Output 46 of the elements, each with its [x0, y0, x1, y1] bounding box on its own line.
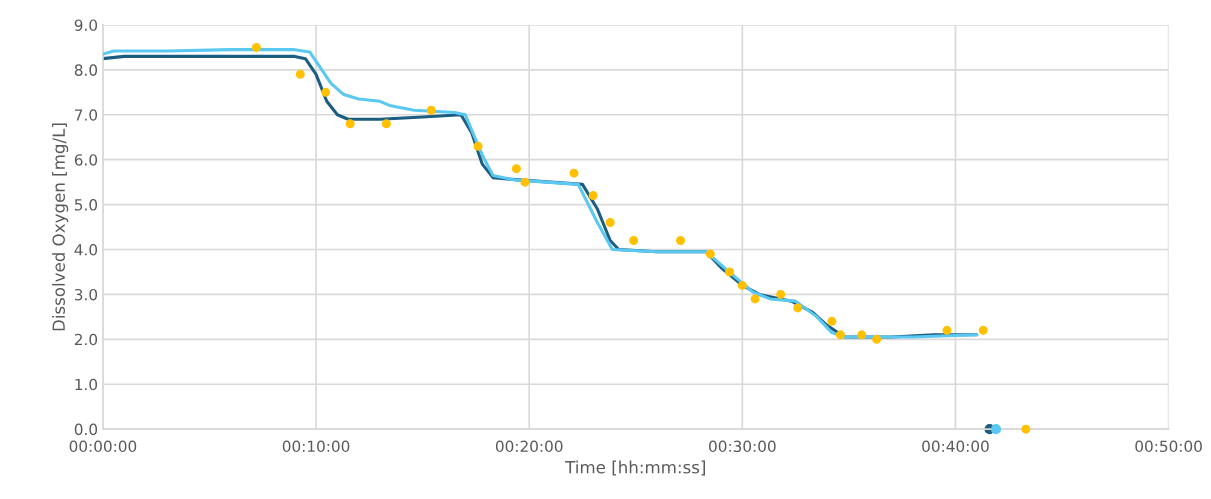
y-tick-label: 0.0	[74, 423, 98, 436]
y-tick-label: 3.0	[74, 288, 98, 301]
point	[793, 303, 803, 313]
x-tick-label: 00:00:00	[69, 440, 137, 453]
point	[725, 267, 735, 277]
point	[569, 168, 579, 178]
point	[295, 69, 305, 79]
y-tick-label: 6.0	[74, 154, 98, 166]
y-axis-title: Dissolved Oxygen [mg/L]	[52, 123, 69, 331]
point	[588, 191, 598, 201]
x-tick-label: 00:40:00	[922, 440, 989, 453]
point	[737, 280, 747, 290]
x-tick-label: 00:30:00	[709, 440, 776, 453]
point	[857, 330, 867, 340]
y-tick-label: 9.0	[74, 19, 98, 31]
y-tick-label: 4.0	[74, 243, 98, 256]
y-tick-label: 5.0	[74, 199, 98, 211]
point	[426, 105, 436, 115]
point	[776, 289, 786, 299]
point	[705, 249, 715, 259]
point	[990, 424, 1002, 435]
point	[872, 334, 882, 344]
point	[1021, 424, 1031, 434]
point	[520, 177, 530, 187]
point	[345, 119, 355, 129]
point	[978, 325, 988, 335]
point	[942, 325, 952, 335]
point	[835, 330, 845, 340]
point	[676, 236, 686, 246]
point	[827, 316, 837, 326]
x-axis-title: Time [hh:mm:ss]	[565, 460, 705, 476]
x-tick-label: 00:10:00	[282, 440, 350, 453]
y-tick-label: 8.0	[74, 64, 98, 76]
y-tick-label: 1.0	[75, 378, 98, 391]
point	[321, 87, 331, 97]
point	[473, 141, 483, 151]
y-tick-label: 2.0	[74, 333, 98, 346]
point	[750, 294, 760, 304]
y-tick-label: 7.0	[75, 109, 98, 121]
point	[511, 164, 521, 174]
point	[605, 218, 615, 228]
point	[381, 119, 391, 129]
point	[251, 42, 261, 52]
x-tick-label: 00:50:00	[1135, 440, 1202, 453]
x-tick-label: 00:20:00	[495, 440, 563, 453]
point	[629, 236, 639, 246]
